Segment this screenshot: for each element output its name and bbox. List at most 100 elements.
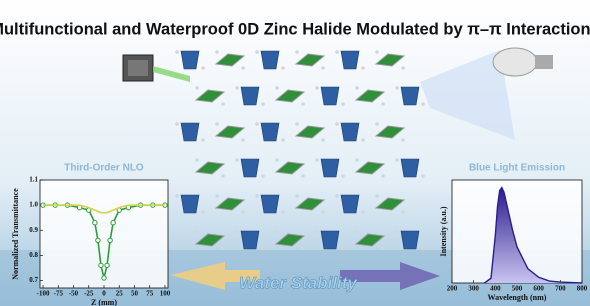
- zinc-polyhedron: [181, 195, 199, 213]
- atom: [315, 158, 319, 162]
- atom: [295, 122, 299, 126]
- atom: [275, 230, 279, 234]
- atom: [241, 210, 245, 214]
- atom: [235, 86, 239, 90]
- atom: [335, 122, 339, 126]
- zinc-polyhedron: [401, 159, 419, 177]
- atom: [301, 174, 305, 178]
- x-tick-label: -25: [84, 290, 94, 298]
- x-axis-label: Wavelength (nm): [488, 293, 547, 302]
- y-tick-label: 0.9: [29, 226, 38, 234]
- atom: [395, 158, 399, 162]
- atom: [175, 50, 179, 54]
- atom: [235, 230, 239, 234]
- atom: [335, 194, 339, 198]
- y-tick-label: 0.7: [29, 276, 38, 284]
- zinc-polyhedron: [181, 51, 199, 69]
- chart-title: Blue Light Emission: [469, 163, 565, 174]
- atom: [235, 158, 239, 162]
- atom: [275, 86, 279, 90]
- x-tick-label: 100: [160, 290, 171, 298]
- x-tick-label: 0: [102, 290, 106, 298]
- atom: [301, 102, 305, 106]
- zinc-polyhedron: [181, 123, 199, 141]
- atom: [355, 230, 359, 234]
- atom: [321, 210, 325, 214]
- atom: [401, 210, 405, 214]
- atom: [355, 158, 359, 162]
- zinc-polyhedron: [321, 231, 339, 249]
- x-tick-label: 25: [116, 290, 124, 298]
- atom: [395, 86, 399, 90]
- atom: [361, 66, 365, 70]
- data-point: [93, 220, 97, 224]
- data-point: [102, 276, 106, 280]
- atom: [341, 102, 345, 106]
- atom: [335, 50, 339, 54]
- atom: [295, 50, 299, 54]
- x-axis-label: Z (mm): [91, 298, 117, 306]
- zinc-polyhedron: [341, 123, 359, 141]
- zinc-polyhedron: [341, 195, 359, 213]
- x-tick-label: 200: [447, 285, 458, 293]
- atom: [421, 102, 425, 106]
- atom: [241, 138, 245, 142]
- water-stability-label: Water Stability: [239, 273, 358, 292]
- atom: [195, 86, 199, 90]
- x-tick-label: 400: [490, 285, 501, 293]
- x-tick-label: -100: [37, 290, 50, 298]
- atom: [361, 138, 365, 142]
- atom: [221, 174, 225, 178]
- zinc-polyhedron: [241, 159, 259, 177]
- atom: [215, 50, 219, 54]
- atom: [381, 246, 385, 250]
- y-tick-label: 1.1: [29, 176, 38, 184]
- zinc-polyhedron: [261, 195, 279, 213]
- atom: [315, 230, 319, 234]
- x-tick-label: 50: [131, 290, 139, 298]
- atom: [421, 174, 425, 178]
- atom: [401, 138, 405, 142]
- data-point: [108, 238, 112, 242]
- data-point: [111, 220, 115, 224]
- x-tick-label: 800: [577, 285, 588, 293]
- atom: [421, 246, 425, 250]
- atom: [175, 194, 179, 198]
- atom: [295, 194, 299, 198]
- x-tick-label: -75: [54, 290, 64, 298]
- zinc-polyhedron: [401, 87, 419, 105]
- title: Multifunctional and Waterproof 0D Zinc H…: [0, 20, 590, 38]
- atom: [261, 102, 265, 106]
- chart-title: Third-Order NLO: [64, 163, 144, 174]
- atom: [321, 138, 325, 142]
- zinc-polyhedron: [261, 123, 279, 141]
- x-tick-label: 75: [146, 290, 154, 298]
- atom: [281, 210, 285, 214]
- atom: [221, 246, 225, 250]
- zinc-polyhedron: [401, 231, 419, 249]
- atom: [401, 66, 405, 70]
- atom: [195, 158, 199, 162]
- atom: [381, 102, 385, 106]
- atom: [195, 230, 199, 234]
- atom: [275, 158, 279, 162]
- atom: [341, 174, 345, 178]
- atom: [261, 246, 265, 250]
- x-tick-label: 700: [555, 285, 566, 293]
- atom: [381, 174, 385, 178]
- atom: [255, 194, 259, 198]
- data-point: [105, 263, 109, 267]
- atom: [221, 102, 225, 106]
- x-tick-label: 500: [512, 285, 523, 293]
- atom: [215, 122, 219, 126]
- atom: [355, 86, 359, 90]
- y-axis-label: Intensity (a.u.): [439, 206, 448, 256]
- atom: [375, 122, 379, 126]
- atom: [255, 122, 259, 126]
- atom: [261, 174, 265, 178]
- zinc-polyhedron: [321, 87, 339, 105]
- atom: [375, 50, 379, 54]
- x-tick-label: 600: [533, 285, 544, 293]
- zinc-polyhedron: [241, 87, 259, 105]
- atom: [175, 122, 179, 126]
